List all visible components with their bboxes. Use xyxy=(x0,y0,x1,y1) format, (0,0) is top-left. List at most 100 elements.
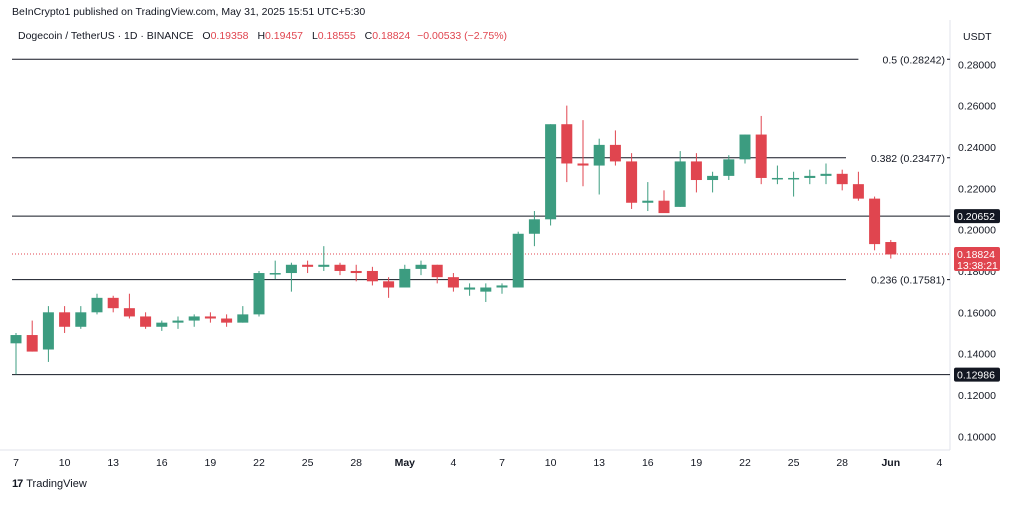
change-value: −0.00533 (−2.75%) xyxy=(417,30,508,42)
candle xyxy=(447,273,459,292)
candle-body xyxy=(59,312,71,327)
candle xyxy=(123,293,135,319)
candle xyxy=(593,138,605,195)
candle xyxy=(204,312,216,323)
candle xyxy=(188,314,200,327)
candle-body xyxy=(480,287,492,292)
price-axis: 0.280000.260000.240000.220000.200000.180… xyxy=(954,59,1000,443)
candle xyxy=(285,262,297,292)
candle-body xyxy=(269,273,281,275)
candle-body xyxy=(642,200,654,203)
candle xyxy=(755,115,767,185)
high-label: H xyxy=(257,30,266,42)
open-value: 0.19358 xyxy=(210,30,249,42)
candle-body xyxy=(464,287,476,290)
candle-body xyxy=(658,200,670,214)
candle-body xyxy=(123,308,135,317)
candle xyxy=(399,264,411,288)
candle-body xyxy=(852,184,864,199)
y-tick-label: 0.26000 xyxy=(958,101,996,113)
candle-body xyxy=(415,264,427,269)
candle-body xyxy=(107,297,119,309)
fib-level-label: 0.5 (0.28242) xyxy=(883,54,945,66)
x-tick-label: 22 xyxy=(253,457,265,469)
candle xyxy=(91,293,103,315)
candle xyxy=(334,262,346,276)
candle-body xyxy=(318,264,330,267)
fib-label-bg xyxy=(846,272,947,287)
open-label: O xyxy=(202,30,211,42)
candle xyxy=(415,260,427,276)
horizontal-line-tag xyxy=(954,209,1000,224)
fib-layer: 0.5 (0.28242) 0.382 (0.23477) 0.236 (0.175… xyxy=(12,52,950,376)
candle-body xyxy=(91,297,103,313)
candle xyxy=(350,264,362,282)
y-tick-label: 0.14000 xyxy=(958,349,996,361)
publisher-line: BeInCrypto1 published on TradingView.com… xyxy=(12,6,366,18)
last-price-label: 0.18824 xyxy=(957,249,995,261)
candle xyxy=(674,151,686,207)
candle xyxy=(577,120,589,187)
candle-body xyxy=(399,268,411,288)
candle xyxy=(609,130,621,166)
candle-body xyxy=(221,318,233,323)
candle xyxy=(642,182,654,212)
candle xyxy=(26,320,38,352)
x-tick-label: 4 xyxy=(936,457,942,469)
candle xyxy=(496,283,508,294)
x-tick-label: 16 xyxy=(642,457,654,469)
candle xyxy=(804,169,816,185)
candle xyxy=(528,211,540,247)
candle-body xyxy=(366,270,378,282)
candle-body xyxy=(334,264,346,271)
candle xyxy=(42,306,54,362)
candle-body xyxy=(172,320,184,323)
candle xyxy=(739,134,751,164)
candle-body xyxy=(431,264,443,278)
candle xyxy=(723,155,735,181)
candle-body xyxy=(788,177,800,180)
x-tick-label: 4 xyxy=(450,457,456,469)
candle xyxy=(10,332,22,375)
symbol-name[interactable]: Dogecoin / TetherUS · 1D · BINANCE xyxy=(18,30,194,42)
candle-body xyxy=(577,163,589,166)
candle-body xyxy=(723,159,735,176)
candle-body xyxy=(593,144,605,166)
y-tick-label: 0.10000 xyxy=(958,431,996,443)
x-tick-label: 10 xyxy=(545,457,557,469)
candle xyxy=(302,260,314,274)
high-value: 0.19457 xyxy=(265,30,304,42)
horizontal-line-tag-label: 0.20652 xyxy=(957,211,995,223)
candle xyxy=(383,277,395,298)
x-tick-label: 19 xyxy=(205,457,217,469)
candle-body xyxy=(10,335,22,344)
horizontal-line-tag-label: 0.12986 xyxy=(957,370,995,382)
time-axis: 7 10 13 16 19 22 25 28 May 4 7 10 13 16 19 22 25 28 Jun 4 xyxy=(13,457,942,469)
y-tick-label: 0.20000 xyxy=(958,225,996,237)
candle-body xyxy=(771,177,783,180)
candle xyxy=(690,153,702,193)
x-tick-label: 7 xyxy=(13,457,19,469)
candle xyxy=(172,316,184,329)
x-tick-label: 19 xyxy=(691,457,703,469)
candle-body xyxy=(42,312,54,350)
fib-level-label: 0.236 (0.17581) xyxy=(871,275,945,287)
candle-body xyxy=(512,233,524,288)
candle xyxy=(788,171,800,197)
candle xyxy=(658,190,670,214)
tradingview-logo[interactable]: 17 TradingView xyxy=(12,478,87,490)
close-label: C xyxy=(364,30,373,42)
candle xyxy=(480,283,492,302)
candle xyxy=(269,260,281,280)
x-tick-label: 22 xyxy=(739,457,751,469)
candle xyxy=(237,306,249,323)
candle-body xyxy=(237,314,249,323)
x-tick-label: 13 xyxy=(593,457,605,469)
candle xyxy=(318,246,330,271)
candles-layer xyxy=(10,105,897,375)
candle-body xyxy=(447,277,459,288)
fib-label-bg xyxy=(846,150,947,165)
currency-label[interactable]: USDT xyxy=(963,31,992,43)
